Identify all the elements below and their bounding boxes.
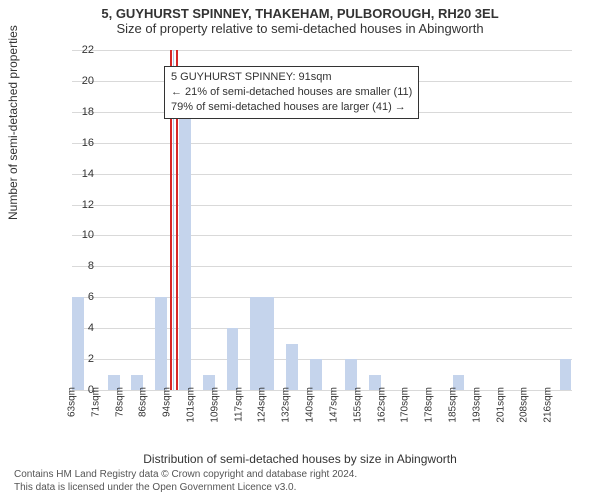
x-tick-label: 86sqm (138, 387, 149, 417)
histogram-bar (250, 297, 262, 390)
footer-attribution: Contains HM Land Registry data © Crown c… (14, 469, 357, 494)
bar-slot (108, 50, 120, 390)
x-tick-label: 132sqm (281, 387, 292, 423)
page-title: 5, GUYHURST SPINNEY, THAKEHAM, PULBOROUG… (0, 6, 600, 21)
bar-slot (536, 50, 548, 390)
x-tick-label: 155sqm (352, 387, 363, 423)
histogram-bar (179, 112, 191, 390)
bar-slot (441, 50, 453, 390)
y-tick-label: 4 (34, 322, 94, 334)
x-tick-label: 117sqm (233, 387, 244, 422)
chart-plot-area: 63sqm71sqm78sqm86sqm94sqm101sqm109sqm117… (72, 50, 572, 391)
x-tick-label: 170sqm (400, 387, 411, 423)
bar-slot (488, 50, 500, 390)
footer-line: This data is licensed under the Open Gov… (14, 482, 357, 495)
bar-slot (131, 50, 143, 390)
x-tick-label: 185sqm (447, 387, 458, 423)
y-tick-label: 8 (34, 260, 94, 272)
histogram-bar (227, 328, 239, 390)
annotation-line: 5 GUYHURST SPINNEY: 91sqm (171, 70, 412, 85)
bar-slot (84, 50, 96, 390)
x-axis-label: Distribution of semi-detached houses by … (0, 452, 600, 466)
annotation-line: 79% of semi-detached houses are larger (… (171, 100, 412, 115)
bar-slot (500, 50, 512, 390)
bar-slot (464, 50, 476, 390)
x-tick-label: 216sqm (543, 387, 554, 423)
histogram-bar (155, 297, 167, 390)
footer-line: Contains HM Land Registry data © Crown c… (14, 469, 357, 482)
annotation-box: 5 GUYHURST SPINNEY: 91sqm← 21% of semi-d… (164, 66, 419, 119)
bar-slot (143, 50, 155, 390)
x-tick-label: 78sqm (114, 387, 125, 417)
bar-slot (429, 50, 441, 390)
y-tick-label: 12 (34, 199, 94, 211)
bar-slot (72, 50, 84, 390)
bar-slot (512, 50, 524, 390)
x-tick-label: 193sqm (471, 387, 482, 423)
bar-slot (96, 50, 108, 390)
y-tick-label: 0 (34, 384, 94, 396)
bar-slot (548, 50, 560, 390)
y-tick-label: 16 (34, 137, 94, 149)
x-tick-label: 101sqm (186, 387, 197, 423)
histogram-bar (310, 359, 322, 390)
bar-slot (453, 50, 465, 390)
x-tick-label: 208sqm (519, 387, 530, 423)
x-tick-label: 147sqm (328, 387, 339, 423)
y-tick-label: 6 (34, 291, 94, 303)
y-tick-label: 2 (34, 353, 94, 365)
page-subtitle: Size of property relative to semi-detach… (0, 21, 600, 36)
y-tick-label: 22 (34, 44, 94, 56)
annotation-line: ← 21% of semi-detached houses are smalle… (171, 85, 412, 100)
bar-slot (560, 50, 572, 390)
y-axis-label: Number of semi-detached properties (6, 25, 20, 220)
bar-slot (524, 50, 536, 390)
title-block: 5, GUYHURST SPINNEY, THAKEHAM, PULBOROUG… (0, 0, 600, 36)
x-tick-label: 94sqm (162, 387, 173, 417)
y-tick-label: 18 (34, 106, 94, 118)
bar-slot (120, 50, 132, 390)
histogram-bar (345, 359, 357, 390)
x-tick-label: 178sqm (424, 387, 435, 423)
histogram-bar (262, 297, 274, 390)
x-tick-label: 109sqm (209, 387, 220, 423)
x-tick-label: 140sqm (305, 387, 316, 423)
y-tick-label: 10 (34, 229, 94, 241)
y-tick-label: 20 (34, 75, 94, 87)
x-tick-label: 124sqm (257, 387, 268, 423)
histogram-bar (560, 359, 572, 390)
x-tick-label: 162sqm (376, 387, 387, 423)
histogram-bar (286, 344, 298, 390)
x-tick-label: 201sqm (495, 387, 506, 423)
y-tick-label: 14 (34, 168, 94, 180)
histogram-bar (72, 297, 84, 390)
bar-slot (476, 50, 488, 390)
